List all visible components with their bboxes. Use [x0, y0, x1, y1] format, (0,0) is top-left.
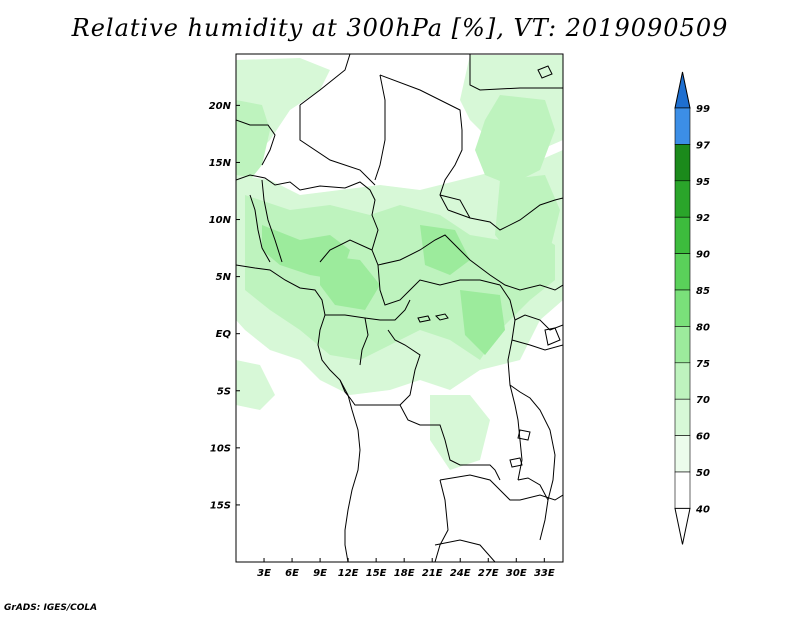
- colorbar-label: 85: [696, 286, 710, 297]
- colorbar-swatch: [674, 253, 691, 291]
- colorbar-label: 97: [696, 140, 710, 151]
- colorbar-label: 70: [696, 395, 710, 406]
- colorbar-label: 80: [696, 322, 710, 333]
- colorbar-label: 95: [696, 177, 710, 188]
- lon-tick-label: 24E: [450, 568, 471, 579]
- colorbar-swatch: [674, 216, 691, 254]
- lat-tick-label: 5N: [216, 272, 232, 283]
- lon-tick-label: 30E: [506, 568, 527, 579]
- colorbar-label: 90: [696, 250, 710, 261]
- lat-tick-label: 10S: [210, 443, 231, 454]
- borders: [236, 54, 563, 562]
- rh-region-south-1: [430, 395, 490, 470]
- lat-tick-label: 15N: [209, 158, 232, 169]
- lon-tick-label: 9E: [313, 568, 327, 579]
- rh-region-high-4: [460, 290, 505, 355]
- colorbar-label: 99: [696, 104, 710, 115]
- lat-tick-label: 20N: [209, 101, 232, 112]
- colorbar-swatch: [674, 180, 691, 218]
- colorbar-swatch: [674, 326, 691, 364]
- colorbar-label: 75: [696, 359, 710, 370]
- colorbar-label: 40: [695, 504, 710, 515]
- credit-text: GrADS: IGES/COLA: [4, 603, 98, 613]
- rh-region-east: [495, 175, 560, 260]
- lat-tick-label: 10N: [209, 215, 232, 226]
- lon-tick-label: 6E: [285, 568, 299, 579]
- colorbar-swatch: [674, 107, 691, 145]
- colorbar-swatch: [674, 144, 691, 182]
- longitude-tick-labels: 3E 6E 9E 12E 15E 18E 21E 24E 27E 30E 33E: [257, 558, 555, 579]
- lon-tick-label: 3E: [257, 568, 271, 579]
- lon-tick-label: 27E: [478, 568, 499, 579]
- colorbar-swatch: [674, 362, 691, 400]
- colorbar-swatch: [674, 289, 691, 327]
- lat-tick-label: 15S: [210, 500, 231, 511]
- colorbar-swatch: [674, 435, 691, 473]
- colorbar-swatch: [674, 471, 691, 509]
- colorbar-label: 60: [696, 432, 710, 443]
- lon-tick-label: 12E: [338, 568, 359, 579]
- rh-region-westcoast: [236, 100, 270, 185]
- colorbar-swatch: [674, 398, 691, 436]
- lon-tick-label: 21E: [422, 568, 443, 579]
- colorbar-top-arrow: [674, 71, 691, 109]
- colorbar: 99 97 95 92 90 85 80 75 70 60 50 40: [674, 71, 710, 545]
- lat-tick-label: 5S: [217, 386, 231, 397]
- map-frame: [235, 53, 564, 563]
- lat-tick-label: EQ: [216, 329, 232, 340]
- rh-region-high-3: [420, 225, 470, 275]
- colorbar-label: 50: [696, 468, 710, 479]
- colorbar-label: 92: [696, 213, 710, 224]
- rh-region-high-2: [320, 255, 380, 310]
- humidity-shading: [236, 55, 563, 470]
- lon-tick-label: 15E: [366, 568, 387, 579]
- rh-region-northeast-core: [475, 95, 555, 185]
- chart-title: Relative humidity at 300hPa [%], VT: 201…: [71, 14, 729, 42]
- lon-tick-label: 33E: [534, 568, 555, 579]
- colorbar-bottom-arrow: [674, 507, 691, 545]
- lon-tick-label: 18E: [394, 568, 415, 579]
- rh-region-south-2: [236, 360, 275, 410]
- latitude-tick-labels: 20N 15N 10N 5N EQ 5S 10S 15S: [209, 101, 240, 511]
